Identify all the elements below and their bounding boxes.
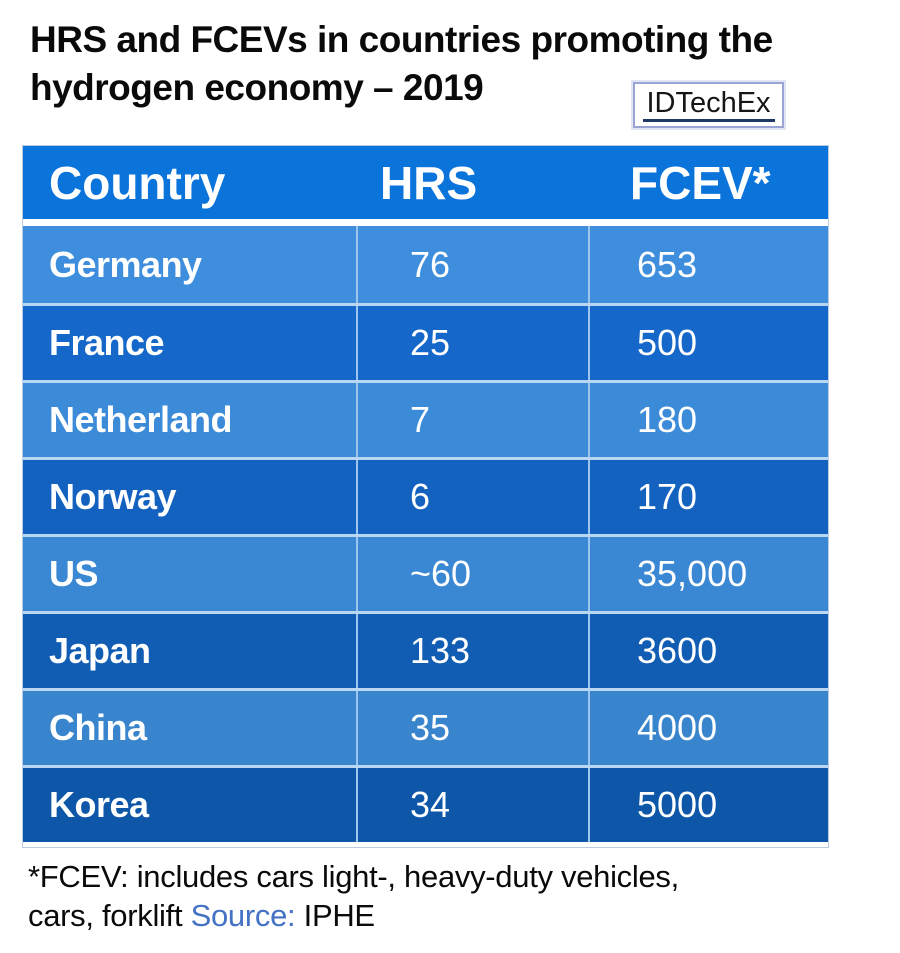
- footnote-line2-text: cars, forklift: [28, 898, 191, 933]
- table-row: Germany 76 653: [23, 226, 828, 303]
- table-header-row: Country HRS FCEV*: [23, 146, 828, 226]
- header-hrs: HRS: [380, 156, 478, 209]
- cell-country: Korea: [49, 784, 149, 825]
- cell-hrs: 25: [356, 306, 588, 380]
- idtechex-logo-text: IDTechEx: [646, 87, 771, 119]
- header-fcev: FCEV*: [630, 156, 771, 209]
- source-label: Source:: [190, 898, 296, 933]
- cell-hrs: ~60: [356, 537, 588, 611]
- footnote: *FCEV: includes cars light-, heavy-duty …: [28, 857, 679, 935]
- cell-hrs: 6: [356, 460, 588, 534]
- footnote-line2: cars, forklift Source: IPHE: [28, 896, 679, 935]
- cell-fcev: 500: [588, 306, 828, 380]
- cell-hrs: 34: [356, 768, 588, 842]
- table-row: Korea 34 5000: [23, 765, 828, 842]
- idtechex-logo-underline: [642, 119, 775, 122]
- cell-fcev: 180: [588, 383, 828, 457]
- cell-country: Japan: [49, 630, 151, 671]
- idtechex-logo: IDTechEx: [631, 80, 786, 130]
- hrs-fcev-table: Country HRS FCEV* Germany 76 653 France …: [22, 145, 829, 848]
- cell-hrs: 133: [356, 614, 588, 688]
- table-row: Netherland 7 180: [23, 380, 828, 457]
- page-title: HRS and FCEVs in countries promoting the…: [30, 16, 773, 112]
- header-country: Country: [49, 156, 226, 209]
- cell-country: Netherland: [49, 399, 233, 440]
- cell-country: US: [49, 553, 99, 594]
- cell-fcev: 170: [588, 460, 828, 534]
- cell-country: China: [49, 707, 147, 748]
- table-row: US ~60 35,000: [23, 534, 828, 611]
- cell-fcev: 4000: [588, 691, 828, 765]
- cell-country: Norway: [49, 476, 177, 517]
- cell-fcev: 653: [588, 226, 828, 303]
- cell-fcev: 5000: [588, 768, 828, 842]
- table-row: France 25 500: [23, 303, 828, 380]
- cell-hrs: 7: [356, 383, 588, 457]
- table-row: China 35 4000: [23, 688, 828, 765]
- cell-hrs: 76: [356, 226, 588, 303]
- cell-hrs: 35: [356, 691, 588, 765]
- cell-fcev: 35,000: [588, 537, 828, 611]
- cell-country: France: [49, 322, 165, 363]
- table-row: Norway 6 170: [23, 457, 828, 534]
- page-title-line2: hydrogen economy – 2019: [30, 67, 484, 108]
- cell-country: Germany: [49, 243, 202, 285]
- source-value: IPHE: [295, 898, 375, 933]
- table-body: Germany 76 653 France 25 500 Netherland …: [23, 226, 828, 842]
- page-title-line1: HRS and FCEVs in countries promoting the: [30, 19, 773, 60]
- cell-fcev: 3600: [588, 614, 828, 688]
- table-row: Japan 133 3600: [23, 611, 828, 688]
- footnote-line1: *FCEV: includes cars light-, heavy-duty …: [28, 859, 679, 894]
